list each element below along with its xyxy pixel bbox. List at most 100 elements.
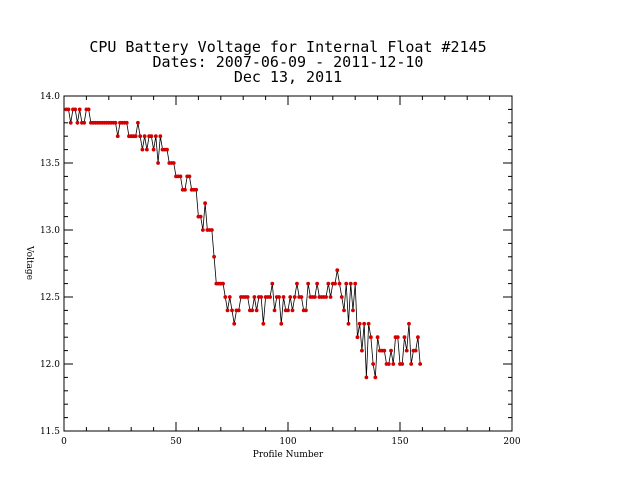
y-tick-label: 12.5: [40, 293, 60, 303]
data-point: [290, 308, 295, 313]
x-tick-label: 100: [279, 437, 296, 447]
data-point: [133, 134, 138, 139]
data-point: [389, 348, 393, 353]
data-point: [250, 308, 255, 313]
data-point: [140, 147, 145, 152]
data-point: [86, 107, 91, 112]
data-point: [326, 281, 331, 286]
data-point: [333, 281, 337, 286]
data-point: [156, 161, 160, 165]
data-point: [418, 362, 423, 366]
axis-ticks: [63, 95, 513, 432]
data-point: [375, 335, 380, 340]
data-point: [153, 134, 158, 139]
data-point: [227, 295, 232, 299]
y-tick-label: 13.5: [40, 159, 60, 169]
data-point: [353, 281, 358, 286]
data-point: [395, 335, 400, 340]
data-point: [348, 281, 353, 286]
data-point: [232, 321, 237, 326]
data-point: [344, 281, 349, 286]
x-tick-label: 150: [391, 437, 408, 447]
data-point: [254, 308, 259, 313]
data-point: [75, 120, 80, 125]
data-point: [178, 174, 183, 179]
data-point: [373, 375, 378, 380]
data-point: [245, 295, 250, 299]
data-point: [342, 308, 346, 313]
chart-title-line-2: Dates: 2007-06-09 - 2011-12-10: [153, 53, 424, 71]
x-tick-labels: 0 50 100 150 200: [61, 437, 521, 447]
x-tick-label: 50: [170, 437, 182, 447]
data-point: [324, 295, 328, 299]
data-point: [203, 201, 208, 206]
data-point: [66, 107, 71, 112]
data-point: [149, 134, 154, 139]
data-point: [295, 281, 299, 286]
x-axis-label: Profile Number: [253, 450, 324, 460]
data-point: [270, 281, 275, 286]
y-tick-label: 14.0: [40, 92, 60, 102]
plot-frame: [63, 95, 513, 432]
data-point: [413, 348, 418, 353]
data-point: [223, 295, 228, 299]
y-tick-label: 13.0: [40, 226, 60, 236]
data-point: [360, 348, 364, 353]
data-point: [225, 308, 230, 313]
data-point: [402, 335, 407, 340]
y-tick-label: 12.0: [40, 360, 60, 370]
data-point: [261, 321, 266, 326]
chart-title-line-1: CPU Battery Voltage for Internal Float #…: [89, 38, 486, 56]
data-point: [281, 295, 286, 299]
y-tick-labels: 11.5 12.0 12.5 13.0 13.5 14.0: [40, 92, 60, 437]
data-point: [404, 348, 409, 353]
data-point: [279, 321, 284, 326]
y-axis-label: Voltage: [24, 245, 34, 280]
data-point: [187, 174, 192, 179]
data-point: [335, 268, 340, 273]
data-point: [400, 362, 405, 366]
data-point: [252, 295, 257, 299]
data-point: [288, 295, 293, 299]
x-tick-label: 200: [503, 437, 520, 447]
data-point: [212, 254, 216, 259]
data-point: [339, 295, 344, 299]
data-point: [351, 308, 355, 313]
voltage-series-line: [66, 109, 421, 378]
data-point: [236, 308, 241, 313]
data-point: [366, 321, 371, 326]
data-point: [382, 348, 387, 353]
data-point: [407, 321, 411, 326]
data-point: [230, 308, 234, 313]
data-point: [138, 134, 143, 139]
data-point: [337, 281, 342, 286]
data-point: [409, 362, 414, 366]
data-point: [304, 308, 308, 313]
data-point: [371, 362, 376, 366]
data-point: [171, 161, 176, 165]
x-tick-label: 0: [61, 437, 67, 447]
data-point: [221, 281, 225, 286]
voltage-markers: [64, 107, 423, 380]
data-point: [124, 120, 129, 125]
data-point: [82, 120, 87, 125]
data-point: [183, 187, 187, 192]
data-point: [299, 295, 304, 299]
data-point: [272, 308, 277, 313]
data-point: [277, 295, 281, 299]
data-point: [144, 147, 149, 152]
data-point: [368, 335, 373, 340]
data-point: [158, 134, 163, 139]
data-point: [362, 321, 367, 326]
data-point: [142, 134, 147, 139]
data-point: [328, 295, 333, 299]
data-point: [312, 295, 317, 299]
data-point: [306, 281, 311, 286]
data-point: [391, 362, 396, 366]
data-point: [259, 295, 264, 299]
data-point: [113, 120, 118, 125]
data-point: [355, 335, 360, 340]
data-point: [268, 295, 272, 299]
data-point: [200, 228, 205, 232]
